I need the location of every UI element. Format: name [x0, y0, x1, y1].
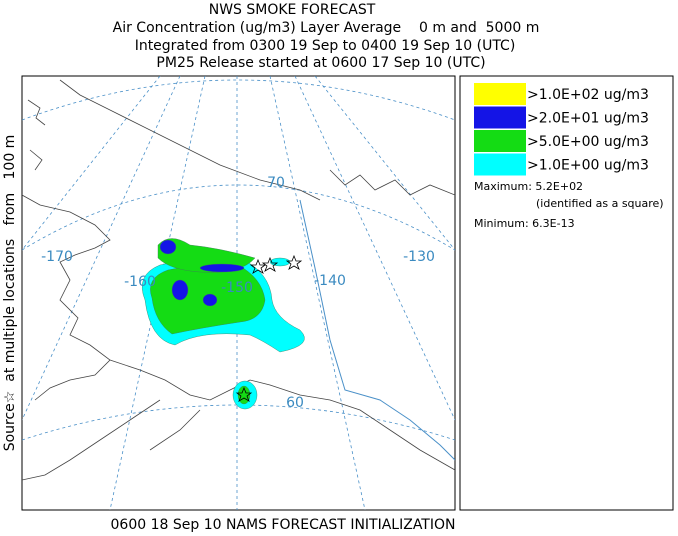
source-star	[249, 258, 267, 274]
minimum: Minimum: 6.3E-13	[474, 217, 575, 230]
source-star	[285, 254, 303, 270]
parallel	[22, 79, 455, 121]
longitude-label: -150	[221, 280, 253, 296]
border	[299, 199, 455, 461]
legend-swatch	[474, 130, 526, 152]
longitude-label: -130	[403, 249, 435, 265]
title: NWS SMOKE FORECAST	[209, 2, 376, 18]
subtitle-line: PM25 Release started at 0600 17 Sep 10 (…	[156, 55, 485, 71]
legend-swatch	[474, 83, 526, 105]
legend: Maximum: 5.2E+02 (identified as a square…	[459, 75, 674, 511]
source-star	[235, 386, 253, 402]
map-content	[22, 76, 455, 510]
plume	[159, 239, 177, 255]
longitude-label: -140	[314, 273, 346, 289]
source-markers	[235, 254, 303, 402]
longitude-label: -160	[124, 274, 156, 290]
source-label: Source☆ at multiple locations from 100 m	[2, 135, 18, 452]
legend-label: >5.0E+00 ug/m3	[527, 134, 649, 150]
legend-swatch	[474, 153, 526, 176]
coastline	[59, 79, 321, 201]
plume	[171, 279, 189, 301]
parallel	[22, 184, 455, 251]
parallel	[22, 404, 455, 441]
map: -170 -160 -150 -140 -130 70 60	[21, 75, 456, 511]
longitude-label: -170	[41, 249, 73, 265]
meridian	[269, 76, 366, 510]
maximum-note: (identified as a square)	[536, 197, 664, 210]
meridian	[22, 76, 161, 251]
coastline	[329, 169, 455, 196]
footer: 0600 18 Sep 10 NAMS FORECAST INITIALIZAT…	[111, 517, 456, 533]
coastline	[22, 194, 455, 471]
legend-label: >1.0E+00 ug/m3	[527, 158, 649, 174]
plume	[202, 293, 218, 307]
subtitle-line: Air Concentration (ug/m3) Layer Average …	[113, 20, 540, 36]
plume	[269, 257, 291, 267]
subtitle-line: Integrated from 0300 19 Sep to 0400 19 S…	[135, 38, 516, 54]
legend-swatch	[474, 106, 526, 129]
legend-label: >1.0E+02 ug/m3	[527, 87, 649, 103]
coastline	[22, 399, 201, 481]
meridian	[314, 76, 455, 251]
latitude-label: 70	[267, 175, 285, 191]
plume	[199, 263, 245, 273]
maximum: Maximum: 5.2E+02	[474, 180, 583, 193]
source-star	[261, 256, 279, 272]
legend-label: >2.0E+01 ug/m3	[527, 111, 649, 127]
coastline	[27, 99, 46, 171]
plume	[157, 238, 256, 273]
latitude-label: 60	[286, 395, 304, 411]
